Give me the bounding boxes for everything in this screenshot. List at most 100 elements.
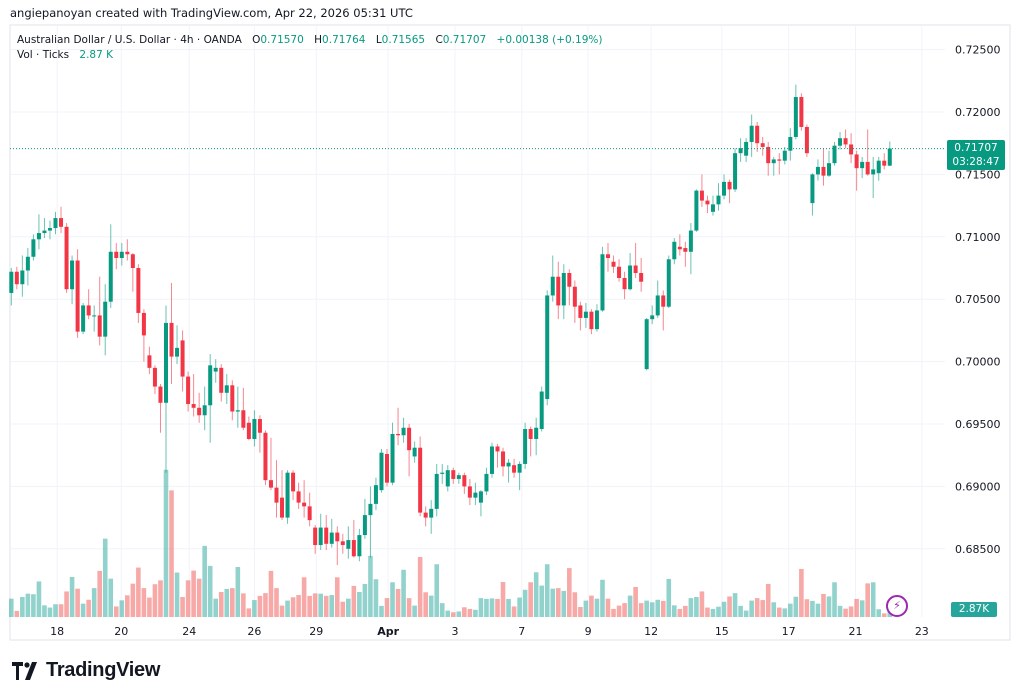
volume-bar bbox=[14, 610, 20, 617]
candle-down bbox=[661, 290, 666, 331]
volume-bar bbox=[528, 582, 533, 617]
volume-bar bbox=[423, 592, 428, 617]
candle-up bbox=[710, 195, 715, 216]
candle-up bbox=[390, 422, 395, 486]
candle-body bbox=[307, 506, 312, 521]
candle-up bbox=[782, 146, 787, 165]
candle-up bbox=[31, 234, 36, 261]
high-label: H bbox=[314, 34, 323, 46]
candle-body bbox=[252, 419, 257, 439]
candle-body bbox=[335, 532, 340, 542]
candle-body bbox=[86, 305, 91, 316]
candle-body bbox=[42, 230, 47, 234]
volume-bar bbox=[125, 595, 130, 617]
candle-body bbox=[340, 541, 345, 546]
volume-bar bbox=[53, 604, 58, 617]
candle-body bbox=[871, 169, 876, 175]
candle-body bbox=[733, 153, 738, 190]
volume-bar bbox=[169, 490, 174, 617]
candle-down bbox=[136, 264, 141, 323]
volume-label[interactable]: Vol · Ticks bbox=[17, 49, 70, 61]
candle-body bbox=[158, 386, 163, 403]
volume-bar bbox=[793, 596, 799, 617]
symbol-title[interactable]: Australian Dollar / U.S. Dollar · 4h · O… bbox=[17, 34, 242, 46]
candle-down bbox=[777, 153, 782, 175]
candle-up bbox=[213, 359, 218, 383]
candle-body bbox=[854, 154, 859, 169]
candle-body bbox=[246, 422, 251, 439]
volume-bar bbox=[765, 583, 771, 617]
volume-bar bbox=[611, 608, 616, 617]
candle-up bbox=[20, 255, 25, 297]
candle-down bbox=[528, 426, 533, 457]
candle-body bbox=[202, 405, 207, 416]
candle-body bbox=[843, 138, 848, 145]
volume-bar bbox=[705, 607, 710, 617]
candle-body bbox=[180, 340, 185, 377]
price-axis[interactable]: 0.72500 0.72000 0.71500 0.71000 0.70500 0.700… bbox=[955, 44, 1001, 556]
volume-bar bbox=[241, 593, 246, 617]
candle-body bbox=[594, 310, 599, 330]
candle-body bbox=[556, 276, 561, 306]
candle-down bbox=[219, 364, 224, 402]
bar-countdown: 03:28:47 bbox=[952, 156, 1000, 168]
candle-down bbox=[125, 239, 130, 261]
time-tick-label: 24 bbox=[182, 625, 196, 638]
volume-bar bbox=[572, 592, 578, 617]
volume-bar bbox=[290, 597, 296, 617]
tradingview-logo[interactable]: TradingView bbox=[12, 659, 160, 682]
candle-body bbox=[164, 322, 168, 403]
candle-body bbox=[362, 515, 367, 536]
volume-bar bbox=[859, 600, 865, 617]
candle-body bbox=[539, 391, 544, 429]
time-tick-label: 9 bbox=[585, 625, 592, 638]
volume-bar bbox=[710, 608, 716, 617]
candle-up bbox=[434, 463, 439, 517]
volume-bar bbox=[180, 597, 185, 617]
last-price: 0.71707 bbox=[954, 142, 998, 154]
volume-bar bbox=[655, 599, 661, 617]
candle-body bbox=[412, 447, 417, 457]
volume-bar bbox=[727, 596, 732, 617]
open-label: O bbox=[252, 34, 261, 46]
volume-bar bbox=[837, 605, 843, 617]
candle-body bbox=[70, 260, 75, 290]
volume-bar bbox=[268, 570, 274, 617]
volume-bar bbox=[263, 593, 268, 617]
candle-up bbox=[561, 264, 566, 320]
price-tick-label: 0.72500 bbox=[955, 44, 1001, 57]
volume-bar bbox=[196, 578, 202, 617]
candle-body bbox=[528, 428, 533, 439]
lightning-icon[interactable]: ⚡ bbox=[886, 595, 908, 617]
volume-bar bbox=[666, 578, 672, 617]
candle-body bbox=[495, 446, 500, 452]
candle-up bbox=[47, 220, 52, 240]
volume-bar bbox=[500, 582, 506, 617]
time-tick-label: 20 bbox=[114, 625, 128, 638]
volume-bar bbox=[191, 570, 196, 617]
candle-down bbox=[727, 179, 732, 204]
volume-bar bbox=[362, 583, 368, 617]
volume-bar bbox=[533, 572, 539, 617]
time-axis[interactable]: 18 20 24 26 29 Apr 3 7 9 12 15 17 21 23 bbox=[50, 625, 929, 638]
candle-down bbox=[141, 309, 146, 362]
time-tick-label: 7 bbox=[518, 625, 525, 638]
volume-bar bbox=[147, 597, 152, 617]
volume-bar bbox=[467, 608, 473, 617]
candle-up bbox=[252, 410, 257, 447]
volume-bar bbox=[86, 599, 91, 617]
time-tick-label: Apr bbox=[377, 625, 399, 638]
volume-bar bbox=[64, 591, 69, 617]
candle-body bbox=[473, 492, 478, 498]
candle-up bbox=[688, 223, 693, 275]
candle-up bbox=[650, 305, 655, 325]
volume-bar bbox=[826, 596, 832, 617]
candle-body bbox=[346, 540, 351, 549]
candle-body bbox=[296, 491, 301, 503]
candle-up bbox=[478, 490, 483, 517]
volume-bar bbox=[417, 557, 423, 617]
volume-bar bbox=[743, 610, 749, 617]
volume-bar bbox=[390, 582, 395, 617]
candle-body bbox=[501, 451, 506, 467]
